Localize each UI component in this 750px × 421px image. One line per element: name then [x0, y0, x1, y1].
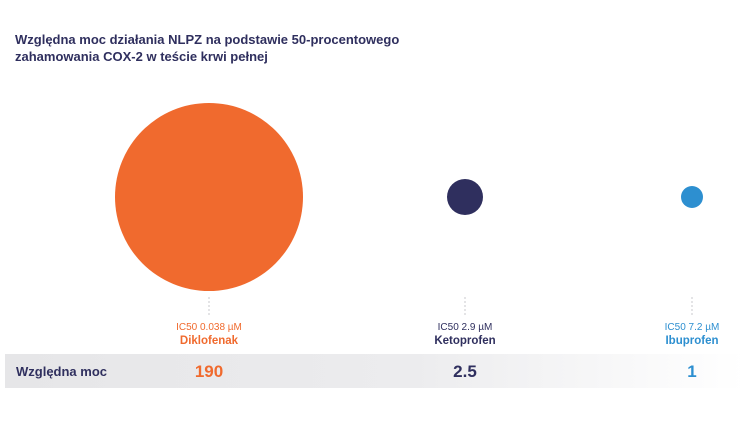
- chart-title: Względna moc działania NLPZ na podstawie…: [15, 31, 435, 65]
- chart-title-line-1: Względna moc działania NLPZ na podstawie…: [15, 32, 400, 47]
- drug-label-ketoprofen: Ketoprofen: [434, 335, 495, 347]
- bubble-diklofenak: [115, 103, 303, 291]
- bubble-ibuprofen: [681, 186, 703, 208]
- potency-row-background: [5, 354, 745, 388]
- chart-title-line-2: zahamowania COX-2 w teście krwi pełnej: [15, 49, 268, 64]
- potency-row-label: Względna moc: [16, 364, 107, 379]
- drug-label-ibuprofen: Ibuprofen: [665, 335, 718, 347]
- ic50-label-ketoprofen: IC50 2.9 µM: [438, 322, 493, 333]
- drug-label-diklofenak: Diklofenak: [180, 335, 239, 347]
- ic50-label-diklofenak: IC50 0.038 µM: [176, 322, 242, 333]
- potency-value-ketoprofen: 2.5: [453, 362, 477, 381]
- potency-value-diklofenak: 190: [195, 362, 223, 381]
- bubble-ketoprofen: [447, 179, 483, 215]
- ic50-label-ibuprofen: IC50 7.2 µM: [665, 322, 720, 333]
- potency-value-ibuprofen: 1: [687, 362, 696, 381]
